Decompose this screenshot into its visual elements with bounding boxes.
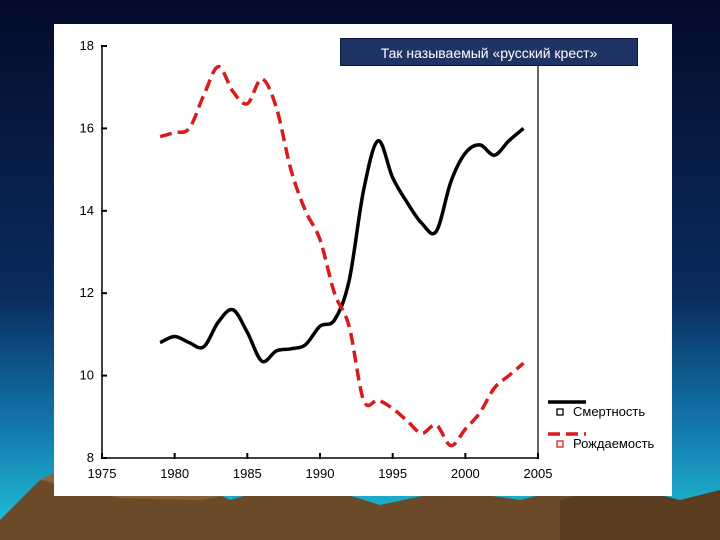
- x-tick-label: 1985: [233, 466, 262, 481]
- legend-label-mortality: Смертность: [573, 404, 645, 419]
- chart-panel: [54, 24, 672, 496]
- series-line-birth-rate: [159, 64, 525, 448]
- x-tick-label: 2005: [524, 466, 553, 481]
- y-tick-label: 16: [80, 120, 94, 135]
- y-tick-label: 10: [80, 368, 94, 383]
- x-tick-label: 1980: [160, 466, 189, 481]
- legend-marker-mortality: [556, 408, 564, 416]
- x-tick-label: 1975: [88, 466, 117, 481]
- y-tick-label: 8: [87, 450, 94, 465]
- y-tick-label: 12: [80, 285, 94, 300]
- y-tick-label: 18: [80, 38, 94, 53]
- chart-title: Так называемый «русский крест»: [340, 38, 638, 66]
- series-line-mortality: [159, 127, 525, 364]
- x-tick-label: 1990: [306, 466, 335, 481]
- x-tick-label: 2000: [451, 466, 480, 481]
- legend-marker-birth-rate: [556, 440, 564, 448]
- x-tick-label: 1995: [378, 466, 407, 481]
- legend-label-birth-rate: Рождаемость: [573, 436, 655, 451]
- y-tick-label: 14: [80, 203, 94, 218]
